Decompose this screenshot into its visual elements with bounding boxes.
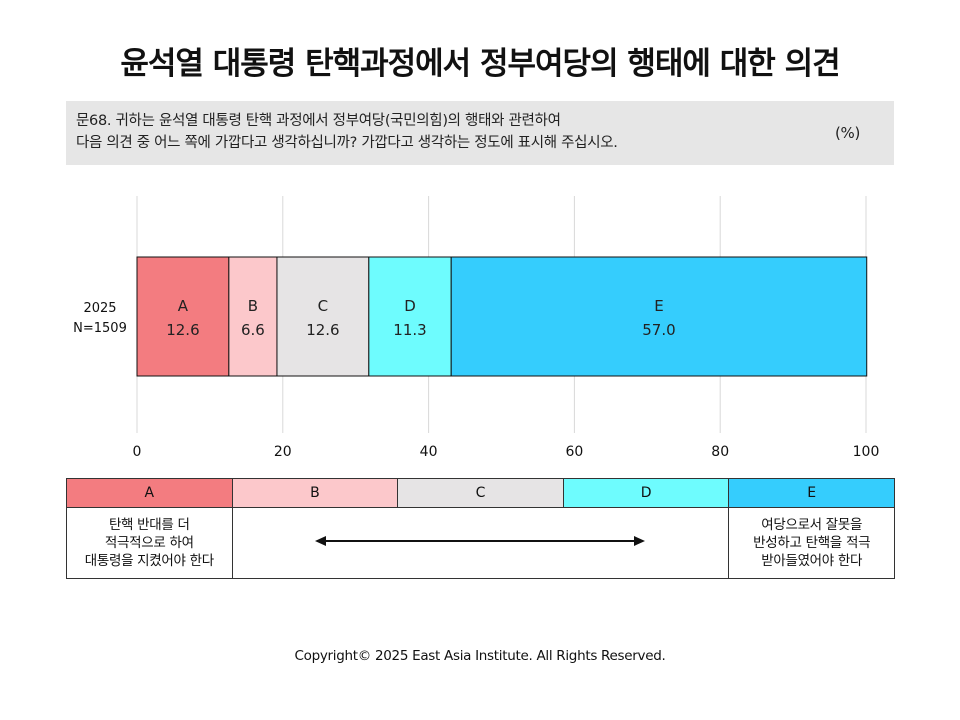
bar-segment-e [450, 256, 868, 377]
legend-header-c: C [397, 478, 564, 508]
legend-table: A B C D E 탄핵 반대를 더 적극적으로 하여 대통령을 지켰어야 한다… [66, 478, 895, 579]
x-tick-label: 60 [565, 444, 583, 460]
question-box: 문68. 귀하는 윤석열 대통령 탄핵 과정에서 정부여당(국민의힘)의 행태와… [66, 101, 894, 165]
data-label: 12.6 [166, 321, 199, 339]
double-arrow-icon [315, 535, 646, 546]
data-label: 57.0 [642, 321, 675, 339]
x-tick-label: 20 [274, 444, 292, 460]
legend-left-description: 탄핵 반대를 더 적극적으로 하여 대통령을 지켰어야 한다 [66, 507, 233, 579]
question-line-2: 다음 의견 중 어느 쪽에 가깝다고 생각하십니까? 가깝다고 생각하는 정도에… [76, 135, 618, 151]
x-tick-label: 80 [711, 444, 729, 460]
data-label: 12.6 [306, 321, 339, 339]
bar-segment-d [368, 256, 452, 377]
legend-right-description: 여당으로서 잘못을 반성하고 탄핵을 적극 받아들였어야 한다 [728, 507, 895, 579]
x-axis-ticks: 0 20 40 60 80 100 [133, 444, 880, 460]
legend-right-line: 받아들였어야 한다 [761, 553, 863, 569]
segment-name-label: C [318, 297, 328, 315]
category-label-line: 2025 [83, 301, 116, 316]
legend-left-line: 대통령을 지켰어야 한다 [84, 553, 214, 569]
legend-header-row: A B C D E [66, 478, 895, 508]
x-tick-label: 40 [420, 444, 438, 460]
legend-header-e: E [728, 478, 895, 508]
segment-name-label: E [654, 297, 663, 315]
legend-right-line: 여당으로서 잘못을 [761, 517, 863, 533]
question-line-1: 문68. 귀하는 윤석열 대통령 탄핵 과정에서 정부여당(국민의힘)의 행태와… [76, 113, 561, 129]
data-label: 6.6 [241, 321, 265, 339]
category-label: 2025 N=1509 [73, 301, 127, 336]
bar-segment-b [228, 256, 278, 377]
segment-name-label: D [404, 297, 416, 315]
x-tick-label: 0 [133, 444, 142, 460]
legend-right-line: 반성하고 탄핵을 적극 [753, 535, 871, 551]
legend-description-row: 탄핵 반대를 더 적극적으로 하여 대통령을 지켰어야 한다 여당으로서 잘못을… [66, 507, 895, 579]
legend-header-d: D [562, 478, 730, 508]
stacked-bar-chart: A 12.6 B 6.6 C 12.6 D 11.3 E 57.0 2025 N=1509 0 20 4… [73, 196, 880, 460]
copyright-text: Copyright© 2025 East Asia Institute. All… [294, 648, 666, 664]
legend-header-a: A [66, 478, 233, 508]
legend-left-line: 탄핵 반대를 더 [108, 517, 190, 533]
bar-segment-a [136, 256, 230, 377]
data-label: 11.3 [393, 321, 426, 339]
legend-arrow-cell [231, 507, 730, 579]
x-tick-label: 100 [853, 444, 880, 460]
legend-header-b: B [231, 478, 399, 508]
page-title: 윤석열 대통령 탄핵과정에서 정부여당의 행태에 대한 의견 [120, 46, 840, 82]
segment-name-label: B [248, 297, 258, 315]
legend-left-line: 적극적으로 하여 [104, 535, 194, 551]
chart-bars: A 12.6 B 6.6 C 12.6 D 11.3 E 57.0 [136, 256, 868, 377]
unit-label: (%) [834, 124, 860, 142]
category-label-line: N=1509 [73, 321, 127, 336]
bar-segment-c [276, 256, 370, 377]
segment-name-label: A [178, 297, 189, 315]
